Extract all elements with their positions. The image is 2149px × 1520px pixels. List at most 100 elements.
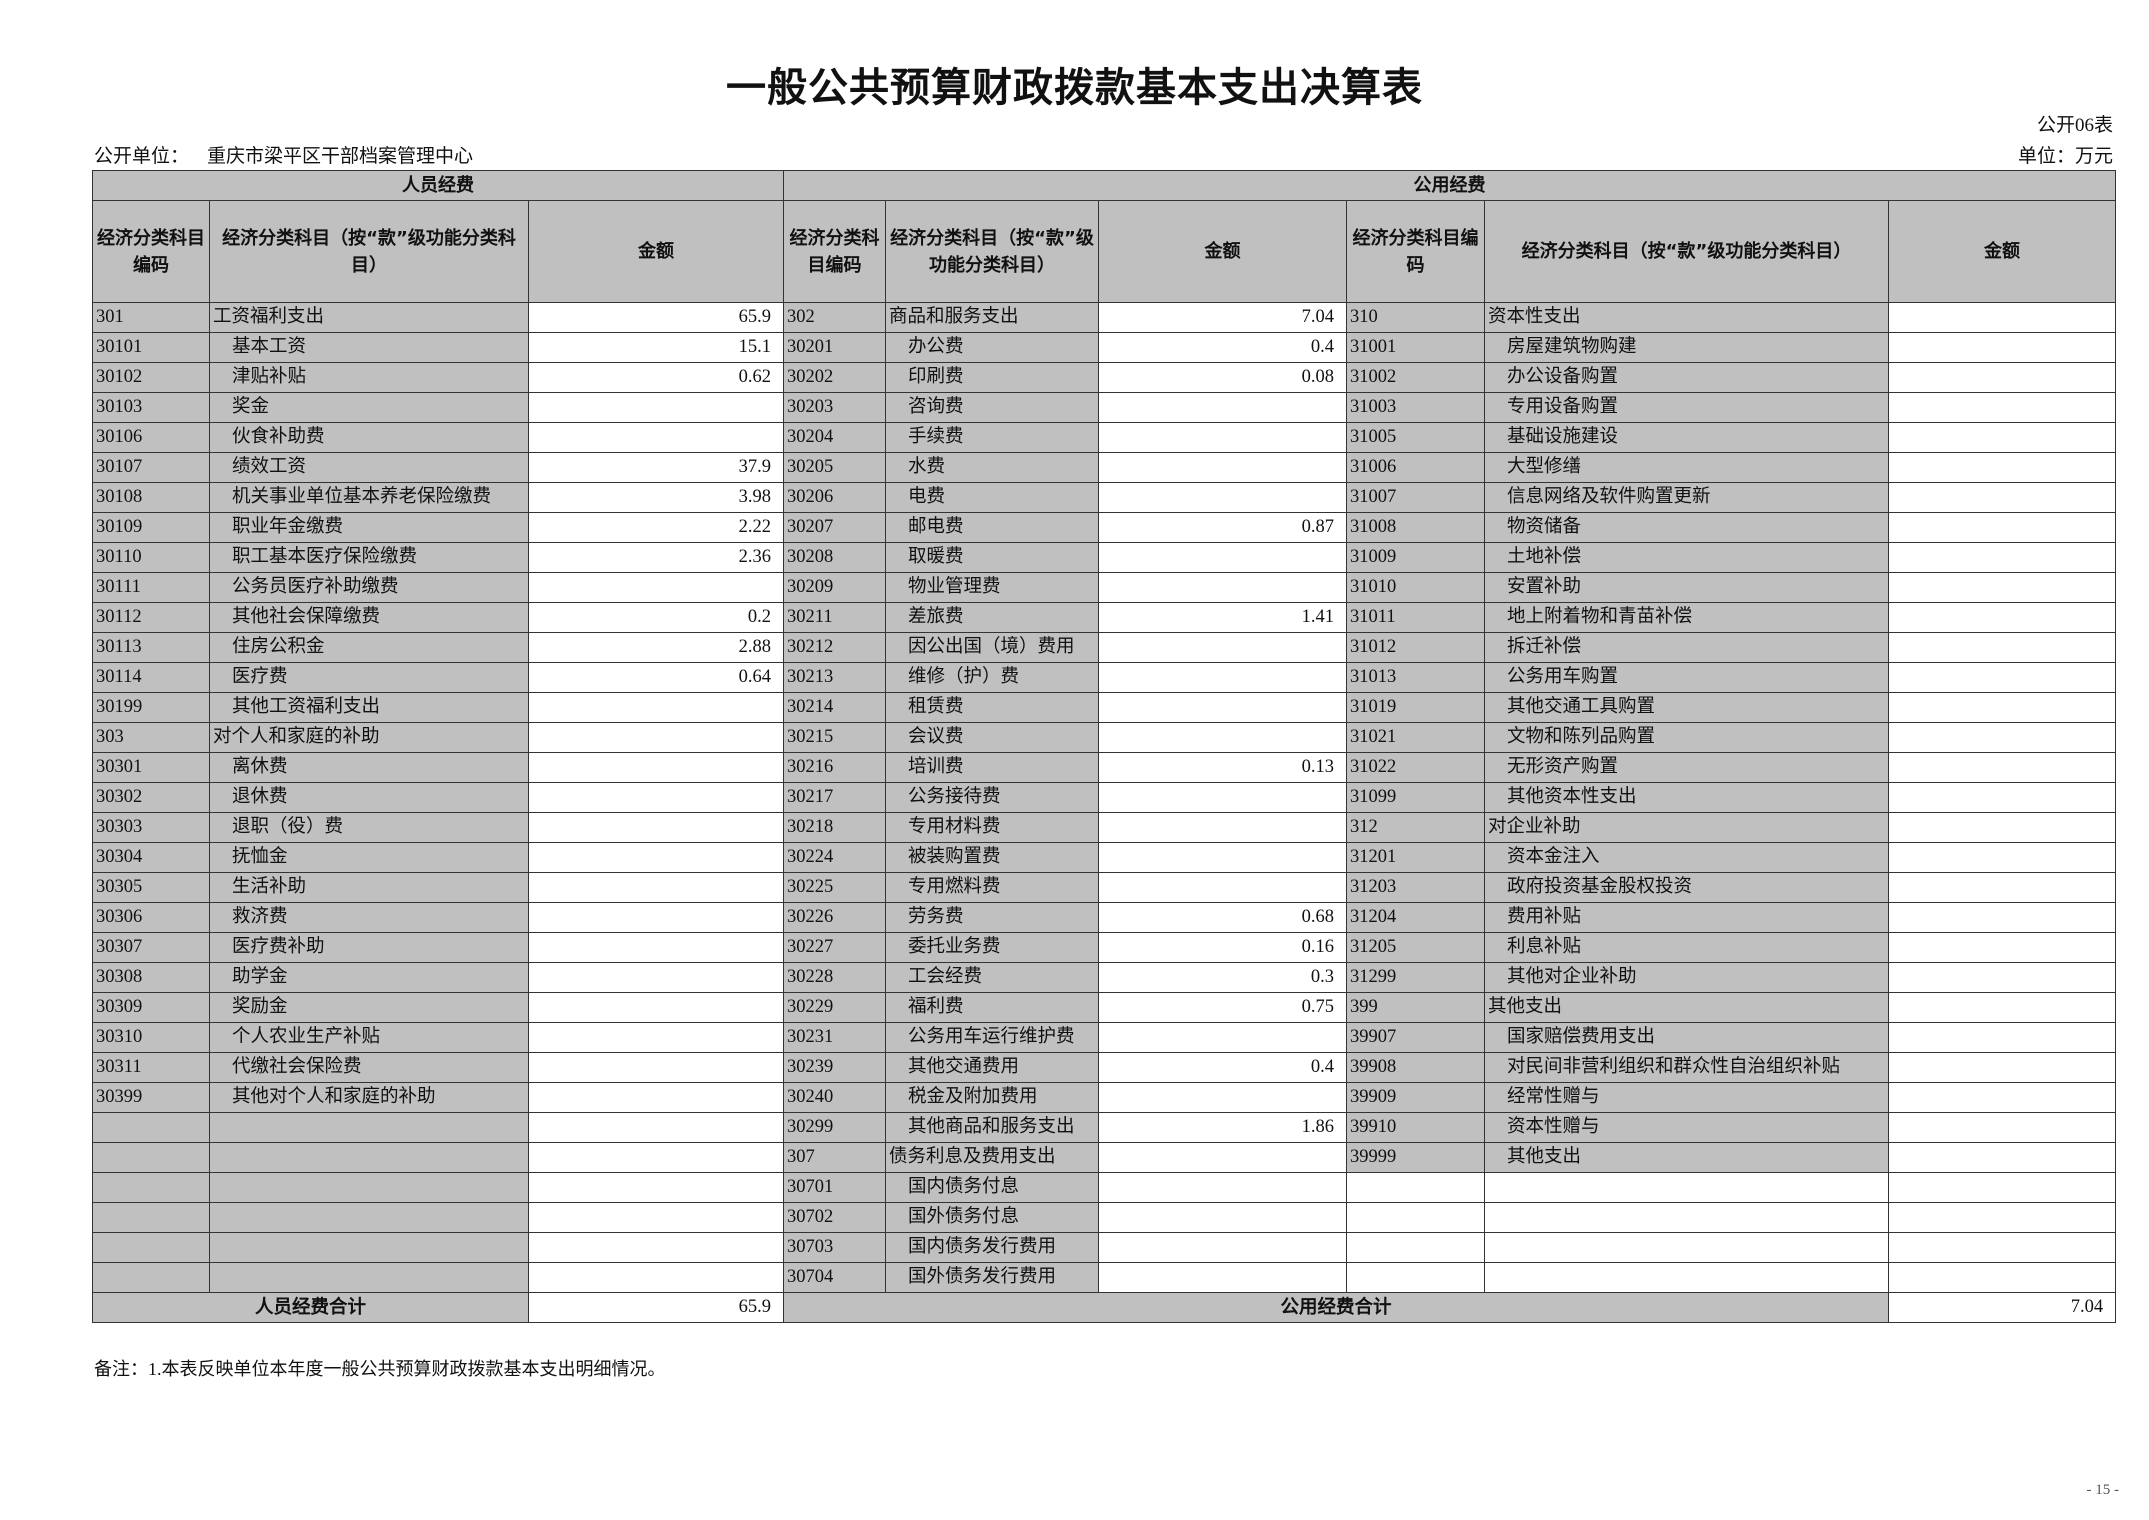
left-name-cell: 绩效工资: [209, 452, 529, 483]
left-name-cell: 职工基本医疗保险缴费: [209, 542, 529, 573]
table-row: 30309 奖励金 30229 福利费 0.75 399 其他支出: [92, 992, 2117, 1023]
left-name-cell: 助学金: [209, 962, 529, 993]
right-code-cell: [1346, 1172, 1486, 1203]
table-row: 30114 医疗费 0.64 30213 维修（护）费 31013 公务用车购置: [92, 662, 2117, 693]
left-name-cell: 救济费: [209, 902, 529, 933]
left-name-cell: 工资福利支出: [209, 302, 529, 333]
left-amount-cell: [527, 842, 785, 873]
right-code-cell: 31021: [1346, 722, 1486, 753]
right-amount-cell: [1888, 572, 2117, 603]
right-amount-cell: [1888, 452, 2117, 483]
table-row: 30103 奖金 30203 咨询费 31003 专用设备购置: [92, 392, 2117, 423]
left-amount-cell: [527, 1232, 785, 1263]
right-amount-cell: [1888, 602, 2117, 633]
right-code-cell: 39910: [1346, 1112, 1486, 1143]
left-amount-cell: [527, 962, 785, 993]
right-name-cell: [1484, 1232, 1890, 1263]
right-code-cell: 310: [1346, 302, 1486, 333]
left-code-cell: [92, 1202, 210, 1233]
left-amount-cell: 3.98: [527, 482, 785, 513]
table-row: 30308 助学金 30228 工会经费 0.3 31299 其他对企业补助: [92, 962, 2117, 993]
right-code-cell: 39909: [1346, 1082, 1486, 1113]
table-row: 30303 退职（役）费 30218 专用材料费 312 对企业补助: [92, 812, 2117, 843]
right-code-cell: 31019: [1346, 692, 1486, 723]
mid-code-cell: 30208: [783, 542, 887, 573]
mid-amount-cell: 0.3: [1098, 962, 1348, 993]
left-name-cell: [209, 1232, 529, 1263]
left-amount-cell: [527, 932, 785, 963]
col-header-mid-code: 经济分类科目编码: [783, 200, 887, 303]
right-code-cell: 31001: [1346, 332, 1486, 363]
right-code-cell: [1346, 1232, 1486, 1263]
mid-name-cell: 维修（护）费: [885, 662, 1100, 693]
left-name-cell: 代缴社会保险费: [209, 1052, 529, 1083]
left-amount-cell: 0.62: [527, 362, 785, 393]
table-row: 303 对个人和家庭的补助 30215 会议费 31021 文物和陈列品购置: [92, 722, 2117, 753]
left-name-cell: [209, 1202, 529, 1233]
mid-code-cell: 30206: [783, 482, 887, 513]
mid-code-cell: 30202: [783, 362, 887, 393]
form-number: 公开06表: [2036, 115, 2113, 136]
mid-name-cell: 其他商品和服务支出: [885, 1112, 1100, 1143]
mid-code-cell: 30229: [783, 992, 887, 1023]
col-header-left-amount: 金额: [527, 200, 785, 303]
mid-amount-cell: [1098, 422, 1348, 453]
left-amount-cell: [527, 902, 785, 933]
left-amount-cell: 2.88: [527, 632, 785, 663]
mid-code-cell: 30228: [783, 962, 887, 993]
mid-code-cell: 30211: [783, 602, 887, 633]
right-amount-cell: [1888, 1172, 2117, 1203]
right-name-cell: 基础设施建设: [1484, 422, 1890, 453]
right-amount-cell: [1888, 482, 2117, 513]
table-row: 30101 基本工资 15.1 30201 办公费 0.4 31001 房屋建筑物购建: [92, 332, 2117, 363]
left-name-cell: 奖励金: [209, 992, 529, 1023]
right-code-cell: 31013: [1346, 662, 1486, 693]
right-name-cell: 安置补助: [1484, 572, 1890, 603]
mid-code-cell: 30201: [783, 332, 887, 363]
right-amount-cell: [1888, 392, 2117, 423]
mid-code-cell: 307: [783, 1142, 887, 1173]
left-name-cell: [209, 1142, 529, 1173]
right-amount-cell: [1888, 1082, 2117, 1113]
mid-name-cell: 取暖费: [885, 542, 1100, 573]
mid-amount-cell: [1098, 782, 1348, 813]
right-code-cell: [1346, 1262, 1486, 1293]
table-row: 30107 绩效工资 37.9 30205 水费 31006 大型修缮: [92, 452, 2117, 483]
table-row: 30112 其他社会保障缴费 0.2 30211 差旅费 1.41 31011 地上附着物和青…: [92, 602, 2117, 633]
left-amount-cell: 2.36: [527, 542, 785, 573]
mid-code-cell: 30207: [783, 512, 887, 543]
mid-name-cell: 物业管理费: [885, 572, 1100, 603]
left-amount-cell: [527, 1082, 785, 1113]
mid-code-cell: 30224: [783, 842, 887, 873]
col-header-mid-amount: 金额: [1098, 200, 1348, 303]
mid-amount-cell: 0.4: [1098, 332, 1348, 363]
left-amount-cell: [527, 992, 785, 1023]
right-name-cell: 拆迁补偿: [1484, 632, 1890, 663]
left-code-cell: 30303: [92, 812, 210, 843]
left-name-cell: 职业年金缴费: [209, 512, 529, 543]
col-header-left-name: 经济分类科目（按“款”级功能分类科目）: [209, 200, 529, 303]
left-name-cell: [209, 1262, 529, 1293]
right-name-cell: [1484, 1172, 1890, 1203]
mid-code-cell: 30205: [783, 452, 887, 483]
right-name-cell: 经常性赠与: [1484, 1082, 1890, 1113]
reporting-unit: 公开单位： 重庆市梁平区干部档案管理中心: [94, 141, 491, 168]
table-row: 30304 抚恤金 30224 被装购置费 31201 资本金注入: [92, 842, 2117, 873]
table-row: 30311 代缴社会保险费 30239 其他交通费用 0.4 39908 对民间非营利组织和…: [92, 1052, 2117, 1083]
left-amount-cell: 2.22: [527, 512, 785, 543]
mid-code-cell: 30231: [783, 1022, 887, 1053]
left-name-cell: 个人农业生产补贴: [209, 1022, 529, 1053]
mid-amount-cell: [1098, 392, 1348, 423]
mid-amount-cell: [1098, 572, 1348, 603]
left-amount-cell: [527, 812, 785, 843]
left-amount-cell: [527, 392, 785, 423]
mid-code-cell: 30212: [783, 632, 887, 663]
right-amount-cell: [1888, 512, 2117, 543]
right-name-cell: 政府投资基金股权投资: [1484, 872, 1890, 903]
mid-code-cell: 30218: [783, 812, 887, 843]
mid-name-cell: 被装购置费: [885, 842, 1100, 873]
left-code-cell: 30307: [92, 932, 210, 963]
right-amount-cell: [1888, 962, 2117, 993]
left-code-cell: 30113: [92, 632, 210, 663]
table-row: 30299 其他商品和服务支出 1.86 39910 资本性赠与: [92, 1112, 2117, 1143]
